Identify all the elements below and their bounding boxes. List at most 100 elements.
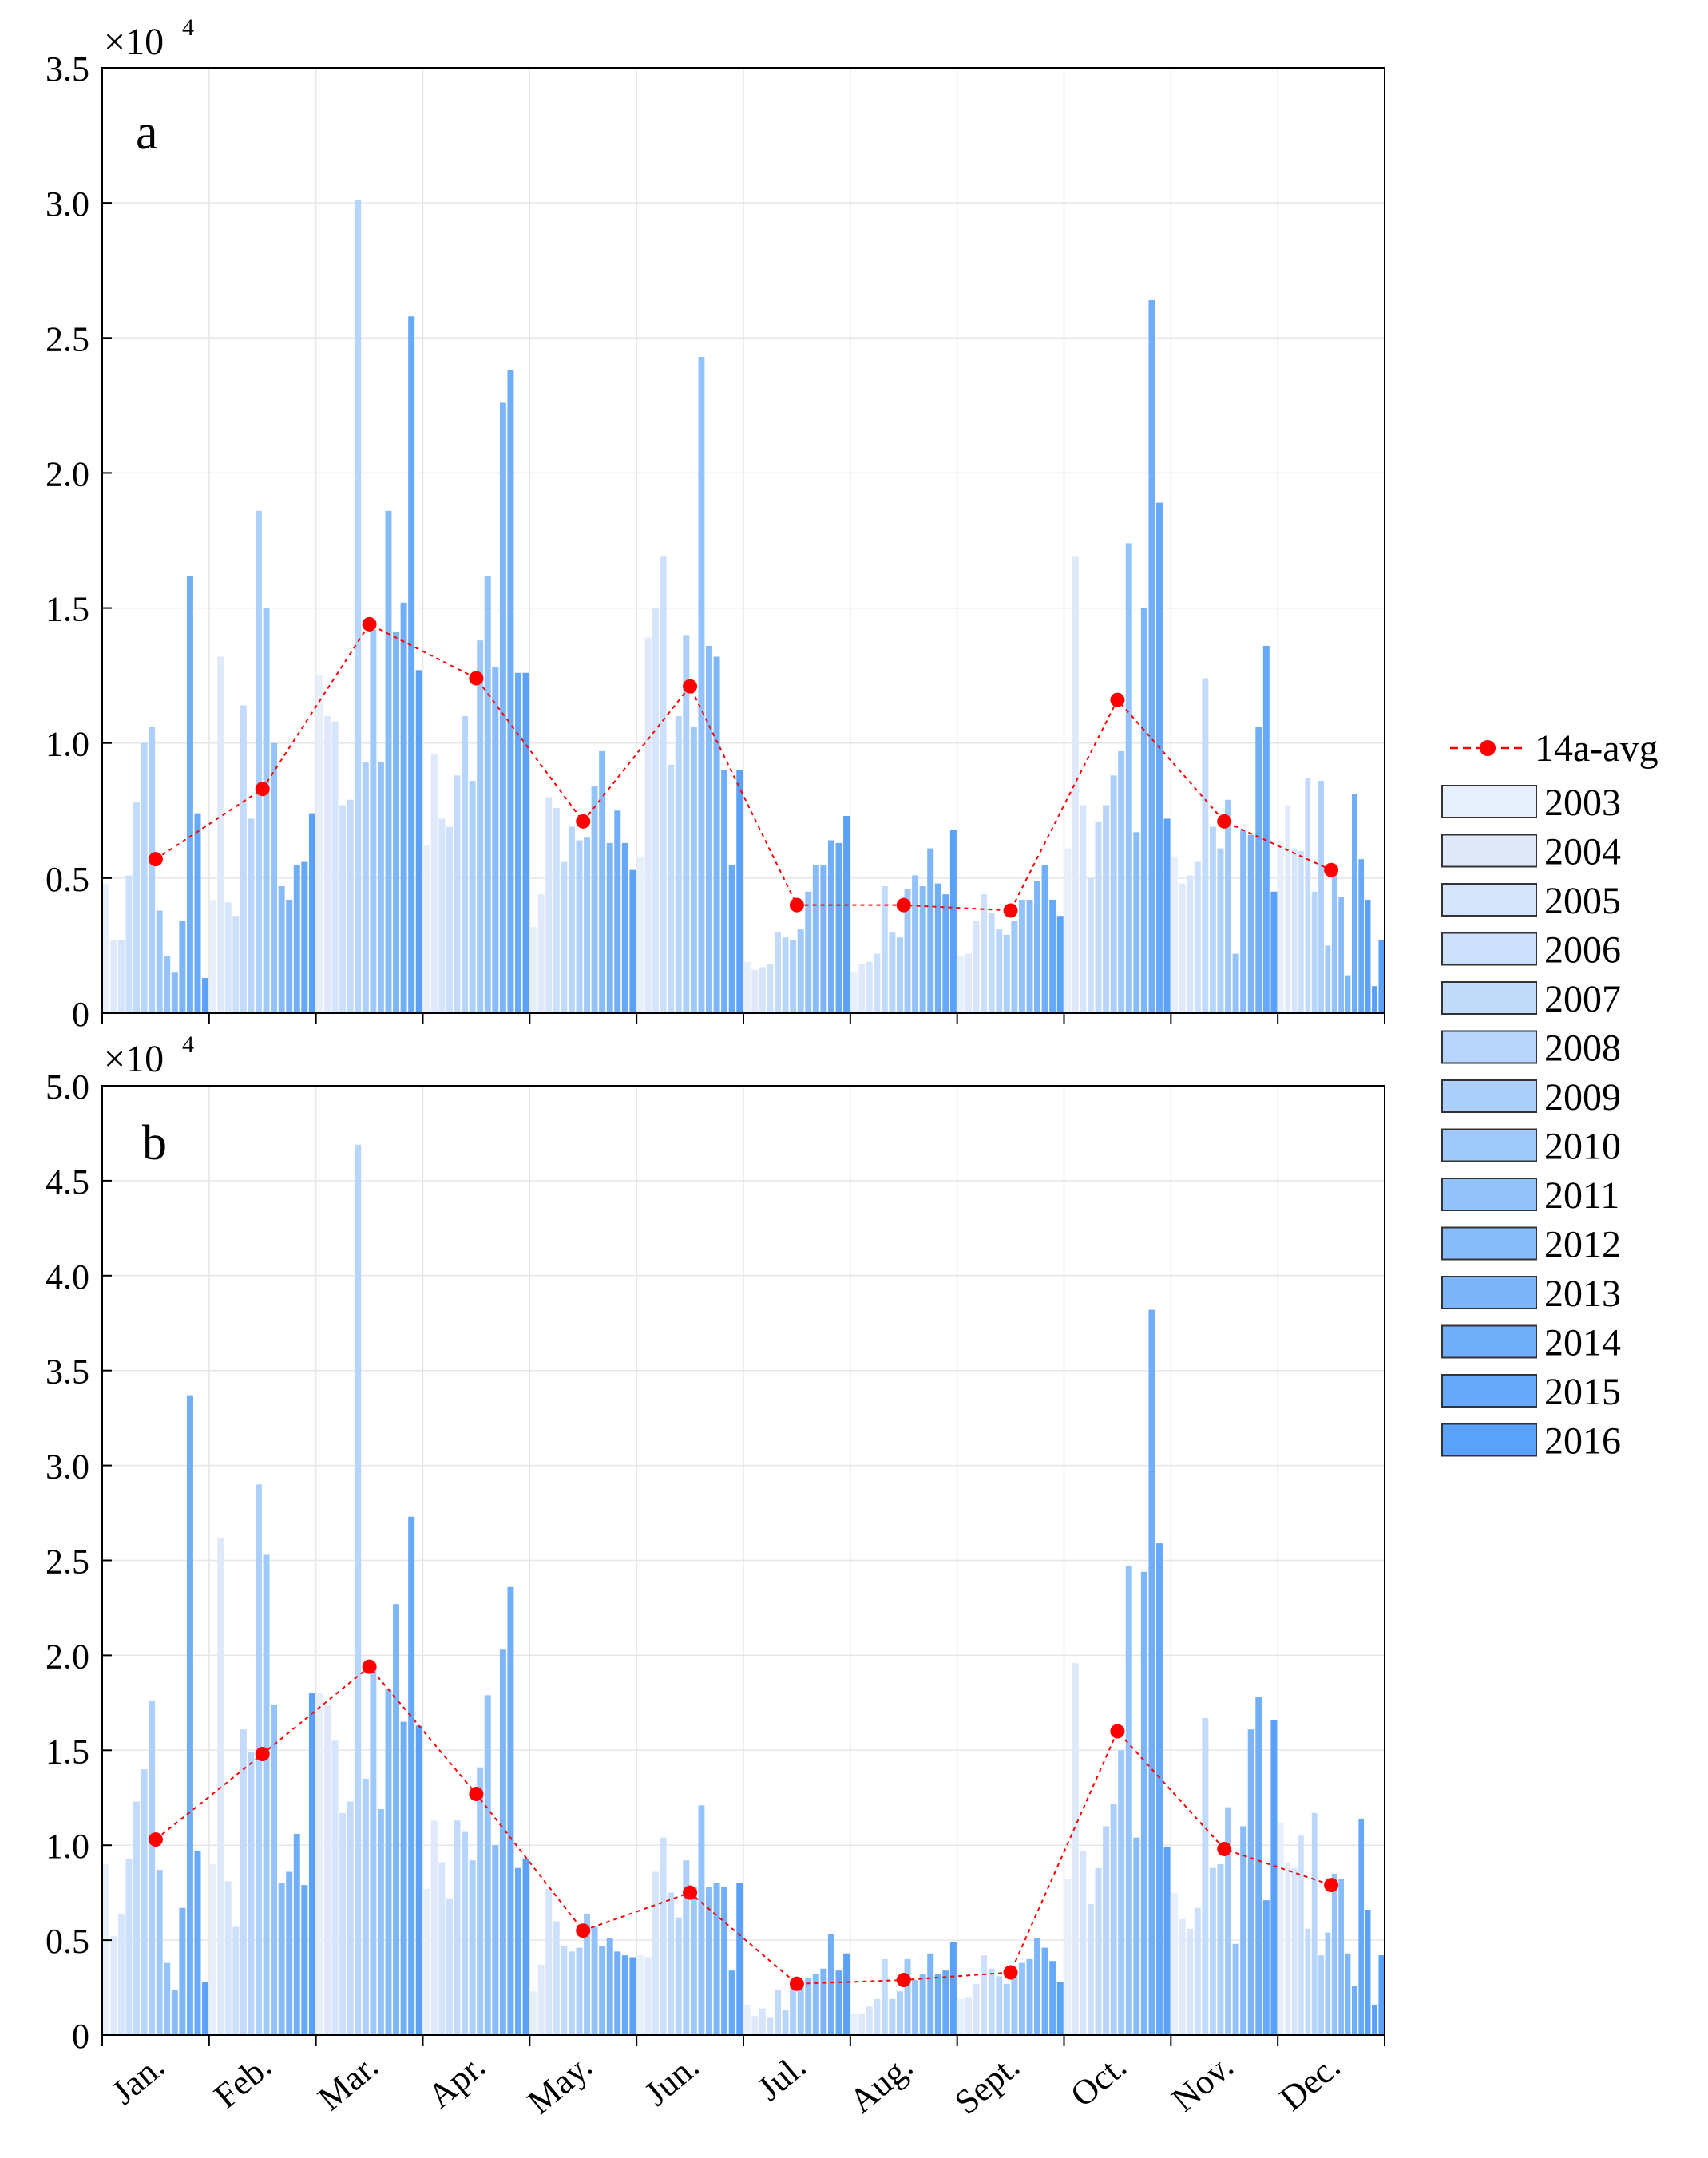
bar: [973, 921, 980, 1013]
bar: [537, 1965, 545, 2035]
bar: [736, 1883, 743, 2035]
bar: [843, 1953, 850, 2035]
bar: [1240, 1826, 1247, 2035]
bar: [255, 510, 262, 1013]
month-label: Oct.: [1063, 2046, 1134, 2114]
bar: [530, 926, 537, 1013]
avg-point: [1003, 903, 1018, 918]
bar: [355, 1144, 362, 2035]
bar: [393, 632, 400, 1013]
bar: [537, 894, 545, 1013]
bar: [996, 1976, 1003, 2035]
month-label: Feb.: [207, 2046, 279, 2116]
bar: [1056, 1982, 1064, 2035]
bar: [675, 715, 682, 1013]
bar: [668, 764, 675, 1013]
y-tick-label: 0: [72, 2017, 89, 2056]
avg-point: [1217, 814, 1232, 829]
bar: [232, 916, 240, 1013]
bar: [584, 1913, 591, 2035]
bar: [164, 1962, 171, 2035]
bar: [1041, 1947, 1048, 2035]
bar: [1095, 821, 1102, 1013]
bar: [293, 1833, 300, 2035]
bar: [1011, 921, 1018, 1013]
avg-point: [148, 852, 163, 867]
bar: [1365, 1910, 1371, 2035]
bar: [835, 1970, 842, 2035]
bar: [1372, 2004, 1377, 2035]
bar: [981, 1955, 988, 2035]
legend-year-entries: 2003 2004 2005 2006 2007 2008 2009 2010 2011 2012…: [1441, 782, 1621, 1463]
y-tick-label: 2.5: [46, 1542, 89, 1582]
bar: [706, 1887, 712, 2035]
bar: [271, 1705, 278, 2035]
month-label: Dec.: [1272, 2046, 1347, 2118]
bar: [1080, 1851, 1087, 2035]
bar: [1049, 899, 1056, 1013]
avg-point: [469, 671, 484, 686]
bar: [1095, 1867, 1102, 2035]
bar: [981, 894, 988, 1013]
bar: [591, 1926, 598, 2035]
bar: [462, 1831, 469, 2035]
bar: [919, 886, 926, 1013]
bar: [469, 1860, 476, 2035]
bar: [141, 1769, 148, 2035]
bar: [179, 1907, 186, 2035]
bar: [1056, 916, 1064, 1013]
bar: [347, 1801, 354, 2035]
bar: [355, 200, 362, 1013]
y-tick-label: 2.5: [46, 319, 89, 358]
bar: [797, 929, 804, 1013]
legend-year-label: 2014: [1544, 1322, 1621, 1364]
bar: [301, 1885, 308, 2035]
panel-a-gridlines: [102, 68, 1385, 1013]
avg-point: [1217, 1841, 1232, 1856]
legend-avg-marker: [1480, 740, 1496, 756]
bar: [377, 762, 384, 1013]
bar: [423, 1888, 430, 2035]
bar: [576, 1947, 583, 2035]
bar: [385, 510, 392, 1013]
bar: [904, 889, 911, 1013]
avg-point: [789, 897, 804, 913]
bar: [1358, 1818, 1365, 2035]
bar: [1133, 1837, 1140, 2035]
bar: [1270, 1720, 1278, 2035]
bar: [614, 1951, 621, 2035]
bar: [1345, 1953, 1351, 2035]
bar: [400, 602, 407, 1013]
bar: [759, 2008, 766, 2035]
bar: [644, 637, 652, 1013]
month-label: Apr.: [420, 2046, 492, 2116]
bar: [370, 1666, 377, 2035]
bar: [743, 2004, 751, 2035]
panel-b-label: b: [142, 1116, 167, 1170]
bar: [1325, 1932, 1331, 2035]
bar: [522, 1858, 529, 2035]
bar: [1163, 818, 1171, 1013]
bar: [1080, 805, 1087, 1013]
bar: [171, 1989, 178, 2035]
bar: [316, 1693, 323, 2035]
bar: [1140, 1571, 1147, 2035]
bar: [668, 1892, 675, 2035]
bar: [591, 786, 598, 1013]
avg-point: [1003, 1965, 1018, 1980]
bar: [1247, 1729, 1254, 2035]
bar: [308, 1693, 315, 2035]
bar: [858, 2013, 866, 2035]
y-tick-label: 0.5: [46, 1922, 89, 1961]
bar: [721, 770, 728, 1013]
y-tick-label: 3.0: [46, 184, 89, 224]
bar: [362, 762, 369, 1013]
bar: [629, 869, 636, 1013]
bar: [1110, 775, 1117, 1013]
legend-year-label: 2012: [1544, 1224, 1621, 1266]
bar: [316, 675, 323, 1013]
bar: [858, 964, 866, 1013]
bar: [156, 910, 163, 1013]
bar: [102, 883, 109, 1013]
bar: [942, 1970, 949, 2035]
